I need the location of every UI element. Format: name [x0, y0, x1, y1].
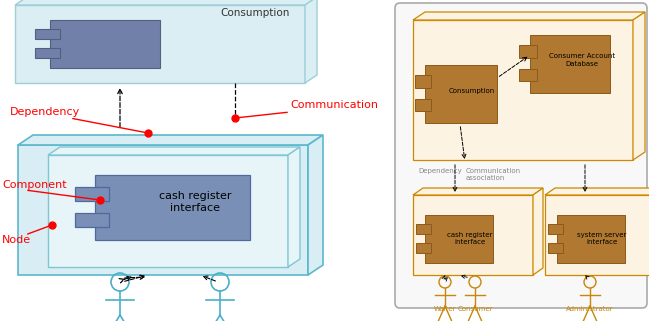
Text: Dependency: Dependency [418, 168, 461, 174]
FancyBboxPatch shape [395, 3, 647, 308]
Polygon shape [413, 188, 543, 195]
Bar [75, 213, 108, 227]
Bar [425, 65, 497, 123]
Polygon shape [288, 147, 300, 267]
Text: Administrator: Administrator [566, 306, 614, 312]
Bar [48, 155, 288, 267]
Bar [545, 195, 649, 275]
Polygon shape [545, 188, 649, 195]
Text: Node: Node [2, 235, 31, 245]
Bar [36, 29, 60, 39]
Bar [95, 175, 250, 240]
Text: Communication
association: Communication association [466, 168, 521, 181]
Bar [415, 75, 432, 88]
Text: Communication: Communication [290, 100, 378, 110]
Text: system server
interface: system server interface [578, 232, 627, 246]
Polygon shape [18, 135, 323, 145]
Bar [548, 224, 563, 234]
Polygon shape [15, 0, 317, 5]
Text: Consumption: Consumption [449, 88, 495, 94]
Bar [425, 215, 493, 263]
Bar [415, 99, 432, 111]
Bar [413, 195, 533, 275]
Polygon shape [308, 135, 323, 275]
Text: Component: Component [2, 180, 67, 190]
Bar [519, 46, 537, 58]
Text: cash register
interface: cash register interface [159, 191, 231, 213]
Text: Consumer Account
Database: Consumer Account Database [549, 54, 615, 66]
Bar [530, 35, 610, 93]
Polygon shape [533, 188, 543, 275]
Bar [519, 69, 537, 82]
Bar [18, 145, 308, 275]
Bar [416, 224, 431, 234]
Text: Dependency: Dependency [10, 107, 80, 117]
Bar [15, 5, 305, 83]
Text: Consumer: Consumer [458, 306, 493, 312]
Bar [75, 187, 108, 201]
Bar [50, 20, 160, 68]
Bar [36, 48, 60, 58]
Text: cash register
interface: cash register interface [447, 232, 493, 246]
Text: Consumption: Consumption [220, 8, 289, 18]
Bar [548, 243, 563, 253]
Polygon shape [633, 12, 645, 160]
Polygon shape [305, 0, 317, 83]
Polygon shape [413, 12, 645, 20]
Bar [413, 20, 633, 160]
Bar [416, 243, 431, 253]
Polygon shape [48, 147, 300, 155]
Text: Waiter: Waiter [434, 306, 456, 312]
Bar [557, 215, 625, 263]
